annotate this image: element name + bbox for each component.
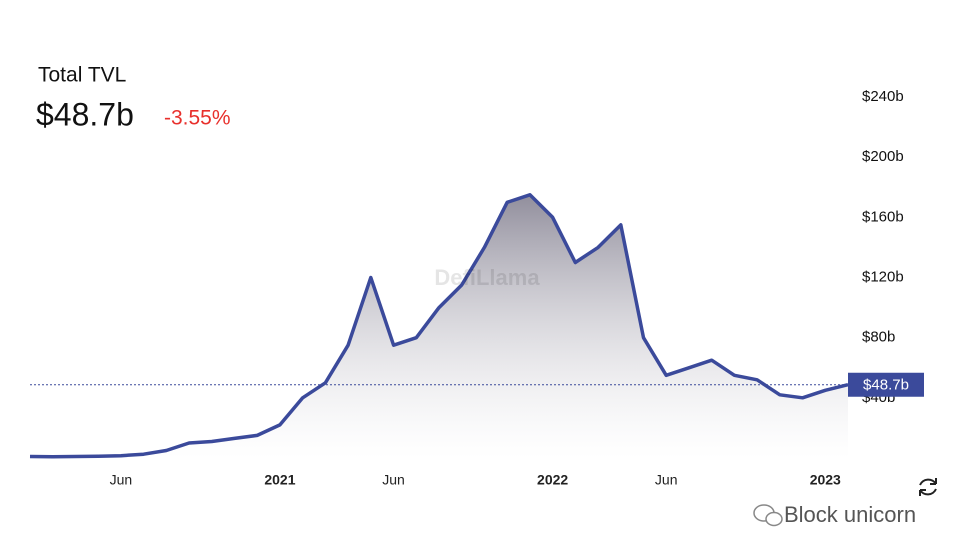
credit: Block unicorn xyxy=(784,502,916,527)
header-label: Total TVL xyxy=(38,64,126,87)
credit-icon xyxy=(753,504,783,527)
y-tick-label: $80b xyxy=(862,329,895,346)
x-tick-label: Jun xyxy=(382,472,405,488)
plot-area: Jun 2021 Jun 2022 Jun 2023 xyxy=(29,193,849,488)
y-tick-label: $240b xyxy=(862,88,904,105)
current-value-label: $48.7b xyxy=(863,377,909,394)
refresh-button[interactable] xyxy=(919,478,937,496)
x-tick-label: 2022 xyxy=(537,472,568,488)
watermark: DefiLlama xyxy=(434,265,540,290)
header-value: $48.7b xyxy=(36,96,134,132)
x-tick-label: Jun xyxy=(110,472,133,488)
x-tick-label: 2021 xyxy=(264,472,295,488)
area-fill xyxy=(30,194,848,459)
y-tick-label: $200b xyxy=(862,148,904,165)
line xyxy=(29,193,849,459)
x-tick-label: Jun xyxy=(655,472,678,488)
header-change: -3.55% xyxy=(164,107,231,130)
y-tick-label: $120b xyxy=(862,268,904,285)
x-tick-label: 2023 xyxy=(810,472,841,488)
y-tick-label: $160b xyxy=(862,208,904,225)
current-value-box xyxy=(848,372,924,397)
